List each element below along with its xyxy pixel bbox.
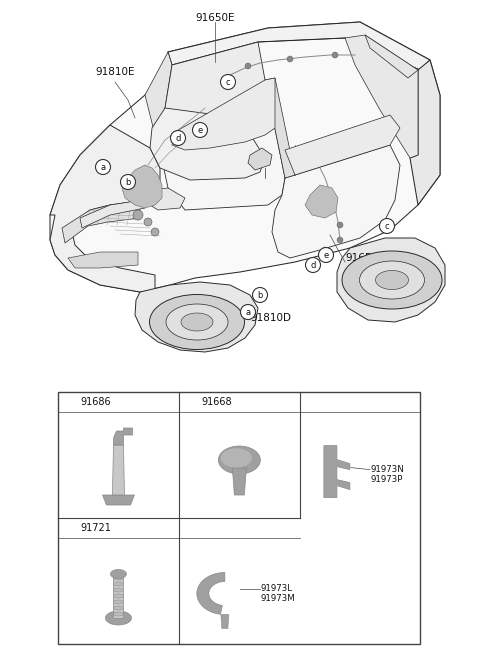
Text: 91973P: 91973P xyxy=(371,475,403,484)
Text: b: b xyxy=(125,178,131,187)
Polygon shape xyxy=(145,188,185,210)
Polygon shape xyxy=(305,185,338,218)
Polygon shape xyxy=(410,60,440,205)
Polygon shape xyxy=(112,445,124,495)
Circle shape xyxy=(337,237,343,243)
Circle shape xyxy=(192,122,207,137)
Text: 91650E: 91650E xyxy=(195,13,235,23)
Circle shape xyxy=(133,210,143,220)
Polygon shape xyxy=(50,125,160,292)
Ellipse shape xyxy=(149,294,244,350)
Text: 91973N: 91973N xyxy=(371,465,405,474)
Circle shape xyxy=(240,304,255,319)
Polygon shape xyxy=(232,468,246,495)
Circle shape xyxy=(61,522,74,535)
Text: c: c xyxy=(308,397,312,407)
Ellipse shape xyxy=(113,588,123,592)
Circle shape xyxy=(332,52,338,58)
Text: d: d xyxy=(66,524,71,533)
Ellipse shape xyxy=(375,271,408,290)
Polygon shape xyxy=(165,42,265,130)
Text: 91686: 91686 xyxy=(80,397,110,407)
Text: e: e xyxy=(197,125,203,135)
Polygon shape xyxy=(122,165,162,208)
Text: c: c xyxy=(226,78,230,87)
Polygon shape xyxy=(50,22,440,292)
Ellipse shape xyxy=(342,251,442,309)
Polygon shape xyxy=(324,445,350,497)
Circle shape xyxy=(322,247,328,253)
Polygon shape xyxy=(145,52,172,135)
Circle shape xyxy=(182,522,195,535)
Circle shape xyxy=(380,219,395,233)
Polygon shape xyxy=(58,392,420,644)
Ellipse shape xyxy=(113,582,123,586)
Circle shape xyxy=(319,248,334,263)
Polygon shape xyxy=(172,78,275,150)
Polygon shape xyxy=(197,572,225,614)
Ellipse shape xyxy=(110,570,126,579)
Circle shape xyxy=(61,396,74,409)
Text: 91973L: 91973L xyxy=(261,584,293,593)
Ellipse shape xyxy=(360,261,424,299)
Circle shape xyxy=(120,175,135,189)
Text: e: e xyxy=(324,251,329,260)
Polygon shape xyxy=(113,428,132,445)
Circle shape xyxy=(305,258,321,273)
Circle shape xyxy=(303,396,316,409)
Circle shape xyxy=(182,396,195,409)
Polygon shape xyxy=(221,614,229,629)
Text: c: c xyxy=(384,222,389,231)
Text: 91810D: 91810D xyxy=(250,313,291,323)
Polygon shape xyxy=(135,282,258,352)
Polygon shape xyxy=(248,148,272,170)
Ellipse shape xyxy=(113,606,123,610)
Circle shape xyxy=(337,222,343,228)
Circle shape xyxy=(220,74,236,89)
Polygon shape xyxy=(68,252,138,268)
Text: d: d xyxy=(175,134,180,143)
Text: a: a xyxy=(66,397,71,407)
Ellipse shape xyxy=(166,304,228,340)
Text: b: b xyxy=(186,397,192,407)
Polygon shape xyxy=(272,145,400,258)
Polygon shape xyxy=(113,574,123,618)
Ellipse shape xyxy=(113,594,123,598)
Text: 91721: 91721 xyxy=(80,523,111,533)
Polygon shape xyxy=(162,80,285,210)
Text: d: d xyxy=(310,261,316,270)
Circle shape xyxy=(245,63,251,69)
Polygon shape xyxy=(62,202,140,243)
Text: 91650D: 91650D xyxy=(345,253,386,263)
Ellipse shape xyxy=(113,576,123,580)
Text: a: a xyxy=(245,307,251,317)
Ellipse shape xyxy=(220,448,252,468)
Polygon shape xyxy=(265,78,295,178)
Ellipse shape xyxy=(106,611,132,625)
Polygon shape xyxy=(345,35,418,158)
Circle shape xyxy=(144,218,152,226)
Circle shape xyxy=(287,56,293,62)
Polygon shape xyxy=(150,108,265,180)
Ellipse shape xyxy=(181,313,213,331)
Polygon shape xyxy=(365,35,418,78)
Ellipse shape xyxy=(218,446,260,474)
Polygon shape xyxy=(102,495,134,505)
Polygon shape xyxy=(285,115,400,175)
Ellipse shape xyxy=(113,600,123,604)
Circle shape xyxy=(252,288,267,302)
Circle shape xyxy=(151,228,159,236)
Polygon shape xyxy=(168,22,430,70)
Circle shape xyxy=(96,160,110,175)
Text: 91668: 91668 xyxy=(201,397,231,407)
Polygon shape xyxy=(337,238,445,322)
Circle shape xyxy=(170,131,185,145)
Polygon shape xyxy=(80,200,145,228)
Text: e: e xyxy=(187,524,191,533)
Text: b: b xyxy=(257,291,263,300)
Ellipse shape xyxy=(113,612,123,616)
Text: 91973M: 91973M xyxy=(261,594,296,603)
Text: a: a xyxy=(100,163,106,171)
Text: 91810E: 91810E xyxy=(95,67,134,77)
